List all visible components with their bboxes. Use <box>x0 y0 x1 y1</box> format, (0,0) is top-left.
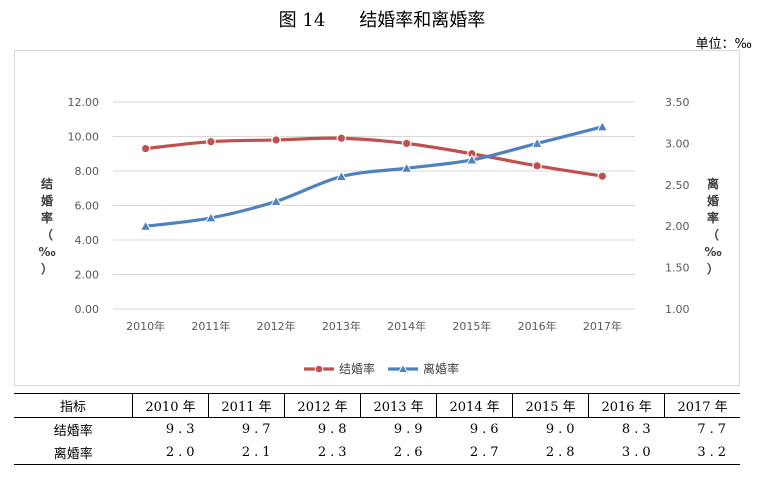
table-header-label: 指标 <box>14 393 133 418</box>
table-year-header: 2011 年 <box>208 393 285 418</box>
data-point <box>596 120 609 132</box>
table-cell: 9.3 <box>165 422 199 437</box>
figure-title-text: 结婚率和离婚率 <box>359 10 486 31</box>
y-left-tick-label: 6.00 <box>75 200 100 213</box>
table-year-header: 2010 年 <box>131 393 209 418</box>
x-tick-label: 2015年 <box>452 319 491 333</box>
y-left-axis-title: 结婚率（‰） <box>38 176 55 276</box>
y-left-tick-label: 8.00 <box>75 165 100 178</box>
data-point <box>335 170 348 182</box>
y-right-tick-label: 3.50 <box>665 96 690 109</box>
table-year-header: 2012 年 <box>284 393 361 418</box>
table-header-row: 指标 2010 年 2011 年 2012 年 2013 年 2014 年 20… <box>14 393 740 418</box>
x-tick-label: 2011年 <box>191 319 230 333</box>
data-point <box>140 143 151 154</box>
x-tick-label: 2012年 <box>257 319 296 333</box>
table-year-header: 2016 年 <box>588 393 665 418</box>
table-cell: 7.7 <box>697 422 730 437</box>
y-right-tick-label: 1.50 <box>665 262 690 275</box>
line-chart: 0.00 2.00 4.00 6.00 8.00 10.00 12.00 1.00 1.50 2.… <box>38 96 721 376</box>
table-row-divorce: 离婚率 2.0 2.1 2.3 2.6 2.7 2.8 3.0 3.2 <box>14 441 740 465</box>
table-cell: 9.9 <box>393 422 427 437</box>
data-point <box>271 135 281 145</box>
table-year-header: 2015 年 <box>512 393 589 418</box>
x-tick-label: 2014年 <box>387 319 426 333</box>
table-cell: 2.0 <box>132 441 209 465</box>
data-point <box>466 153 478 165</box>
data-point <box>270 195 282 206</box>
legend-label: 离婚率 <box>423 361 459 376</box>
table-row-label: 结婚率 <box>53 424 93 439</box>
data-point <box>400 162 413 173</box>
x-tick-label: 2017年 <box>583 319 622 333</box>
series-line <box>144 136 604 178</box>
table-cell: 9.6 <box>469 422 503 437</box>
legend-label: 结婚率 <box>339 361 375 376</box>
y-left-tick-label: 4.00 <box>75 234 100 247</box>
y-left-tick-label: 2.00 <box>75 269 100 282</box>
table-cell: 2.8 <box>512 441 589 465</box>
y-right-tick-label: 2.00 <box>665 220 690 233</box>
table-cell: 2.1 <box>208 441 285 465</box>
unit-label: 单位：‰ <box>695 37 752 52</box>
y-left-tick-label: 0.00 <box>75 303 100 316</box>
table-row-marriage: 结婚率 9.3 9.7 9.8 9.9 9.6 9.0 8.3 7.7 <box>14 418 740 442</box>
table-cell: 2.6 <box>360 441 437 465</box>
table-cell: 9.7 <box>241 422 275 437</box>
table-year-header: 2017 年 <box>664 393 740 418</box>
y-right-tick-label: 2.50 <box>665 179 690 192</box>
y-left-tick-label: 12.00 <box>68 96 100 109</box>
x-tick-label: 2013年 <box>322 319 361 333</box>
figure-number: 图 14 <box>278 10 326 31</box>
series-line <box>144 125 604 228</box>
table-year-header: 2014 年 <box>436 393 513 418</box>
data-point <box>139 220 152 231</box>
data-point <box>532 161 542 171</box>
table-cell: 8.3 <box>621 422 655 437</box>
y-right-tick-label: 3.00 <box>665 137 690 150</box>
table-cell: 3.0 <box>588 441 665 465</box>
y-right-axis-title: 离婚率（‰） <box>704 176 721 276</box>
data-table: 指标 2010 年 2011 年 2012 年 2013 年 2014 年 20… <box>14 393 740 465</box>
data-point <box>401 138 412 149</box>
table-row-label: 离婚率 <box>14 441 133 465</box>
y-left-tick-label: 10.00 <box>68 131 100 144</box>
table-cell: 9.0 <box>545 422 579 437</box>
legend-marker <box>314 364 324 374</box>
legend-marker <box>397 363 409 373</box>
data-point <box>205 211 217 223</box>
table-cell: 2.3 <box>284 441 361 465</box>
figure-title: 图 14 结婚率和离婚率 <box>0 6 764 32</box>
data-point <box>206 136 216 147</box>
data-point <box>336 133 347 144</box>
data-point <box>531 137 543 148</box>
x-tick-label: 2016年 <box>518 319 557 333</box>
x-tick-label: 2010年 <box>126 319 165 333</box>
table-cell: 2.7 <box>436 441 513 465</box>
y-right-tick-label: 1.00 <box>665 303 690 316</box>
table-year-header: 2013 年 <box>360 393 437 418</box>
data-point <box>597 171 608 181</box>
table-cell: 3.2 <box>664 441 740 465</box>
chart-frame <box>14 50 740 386</box>
table-cell: 9.8 <box>317 422 351 437</box>
